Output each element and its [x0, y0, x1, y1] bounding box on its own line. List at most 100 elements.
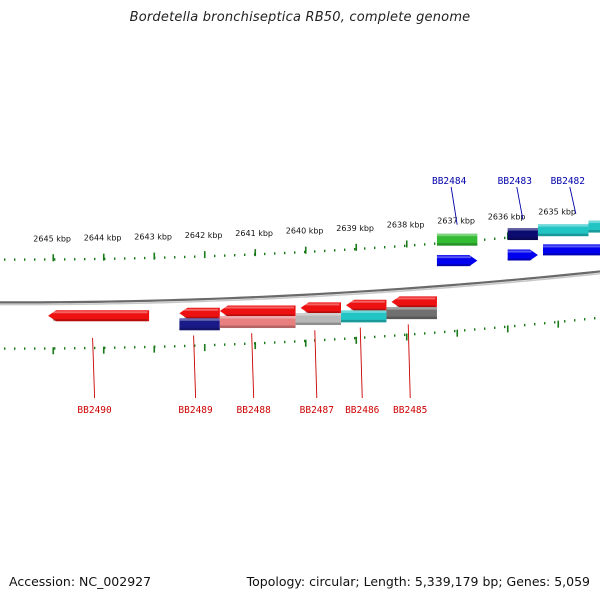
gene-leader-line [407, 324, 411, 399]
minor-tick [224, 343, 226, 346]
minor-tick [64, 347, 66, 350]
minor-tick [184, 255, 186, 259]
minor-tick [404, 333, 406, 337]
backbone-line [0, 270, 600, 304]
minor-tick [14, 258, 16, 261]
minor-tick [424, 243, 426, 246]
gene-shadow [507, 258, 532, 261]
gene-arrow-bb2483 [507, 249, 538, 261]
kbp-tick-label: 2639 kbp [336, 224, 374, 233]
gene-label-bb2486: BB2486 [345, 405, 380, 416]
gene-shadow [436, 264, 471, 267]
minor-tick [364, 247, 366, 250]
minor-tick [34, 258, 36, 261]
minor-tick [14, 347, 16, 350]
gene-arrow-bb2485 [391, 296, 437, 308]
gene-label-bb2482: BB2482 [551, 176, 585, 187]
minor-tick [264, 252, 266, 256]
minor-tick [54, 347, 56, 350]
gene-highlight [507, 250, 532, 253]
domain-shadow [386, 316, 437, 320]
minor-tick [84, 346, 86, 350]
domain-shadow [588, 230, 600, 233]
minor-tick [274, 341, 276, 344]
minor-tick [284, 251, 286, 255]
minor-tick [334, 338, 336, 341]
domain-shadow [179, 327, 220, 331]
minor-tick [134, 257, 136, 260]
minor-tick [564, 320, 566, 323]
minor-tick [304, 339, 306, 343]
gene-label-bb2485: BB2485 [393, 405, 427, 416]
domain-block [341, 310, 387, 323]
minor-tick [114, 257, 116, 260]
domain-block [436, 233, 478, 246]
gene-arrow-bb2490 [48, 310, 150, 322]
minor-tick [104, 257, 106, 261]
minor-tick [194, 255, 196, 258]
minor-tick [554, 321, 556, 324]
domain-block [179, 318, 220, 331]
major-tick [153, 252, 156, 260]
major-tick [254, 342, 257, 350]
gene-leader-line [516, 186, 524, 220]
minor-tick [44, 347, 46, 350]
major-tick [355, 243, 358, 251]
domain-highlight [507, 228, 538, 231]
major-tick [203, 251, 206, 259]
minor-tick [244, 253, 246, 257]
minor-tick [314, 250, 316, 253]
minor-tick [144, 345, 146, 349]
minor-tick [214, 343, 216, 347]
minor-tick [34, 347, 36, 350]
minor-tick [404, 244, 406, 248]
gene-arrow-bb2486 [346, 299, 387, 311]
minor-tick [574, 319, 576, 322]
minor-tick [484, 238, 486, 241]
kbp-tick-label: 2644 kbp [84, 234, 122, 243]
minor-tick [534, 323, 536, 326]
minor-tick [44, 258, 46, 261]
gene-leader-line [251, 333, 255, 399]
minor-tick [24, 258, 26, 261]
major-tick [405, 240, 408, 248]
minor-tick [334, 249, 336, 252]
gene-highlight [224, 306, 294, 309]
major-tick [254, 249, 257, 257]
major-tick [456, 329, 459, 337]
major-tick [102, 346, 105, 354]
gene-label-bb2483: BB2483 [498, 176, 532, 187]
minor-tick [434, 242, 436, 245]
gene-leader-line [92, 337, 96, 399]
gene-highlight [350, 300, 385, 303]
domain-block [537, 224, 589, 237]
minor-tick [374, 335, 376, 339]
gene-leader-line [359, 327, 363, 399]
backbone-shadow [0, 272, 600, 306]
gene-leader-line [314, 330, 318, 399]
minor-tick [414, 243, 416, 247]
domain-track [179, 220, 600, 331]
domain-shadow [219, 325, 296, 329]
minor-tick [524, 323, 526, 327]
domain-highlight [537, 224, 589, 227]
minor-tick [244, 342, 246, 346]
major-tick [304, 339, 307, 347]
minor-tick [274, 252, 276, 255]
domain-highlight [179, 318, 220, 321]
minor-tick [174, 345, 176, 348]
minor-tick [54, 258, 56, 261]
gene-arrow-bb2487 [300, 302, 341, 314]
minor-tick [364, 336, 366, 339]
minor-tick [264, 341, 266, 345]
domain-shadow [507, 237, 538, 241]
minor-tick [494, 237, 496, 241]
major-tick [405, 333, 408, 341]
minor-tick [74, 258, 76, 261]
gene-label-bb2488: BB2488 [237, 405, 272, 416]
major-tick [355, 336, 358, 344]
minor-tick [104, 346, 106, 350]
domain-block [588, 220, 600, 233]
kbp-tick-label: 2641 kbp [235, 229, 273, 238]
